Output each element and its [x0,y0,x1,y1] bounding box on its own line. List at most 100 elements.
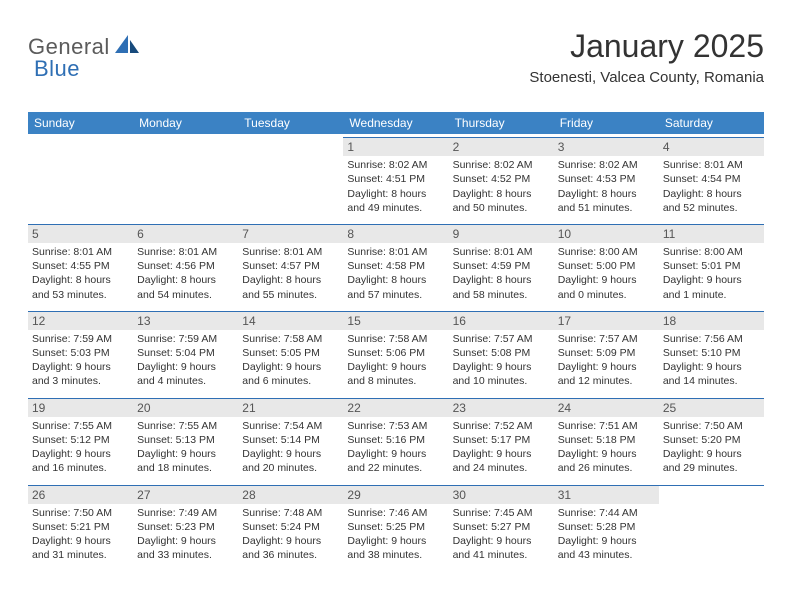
sunrise-line: Sunrise: 7:46 AM [347,506,444,520]
daylight-line: Daylight: 9 hours [32,447,129,461]
location: Stoenesti, Valcea County, Romania [529,69,764,86]
day-number: 25 [659,398,764,417]
day-cell: 15Sunrise: 7:58 AMSunset: 5:06 PMDayligh… [343,308,448,395]
sunrise-line: Sunrise: 8:01 AM [663,158,760,172]
day-cell: 24Sunrise: 7:51 AMSunset: 5:18 PMDayligh… [554,395,659,482]
daylight-line: and 50 minutes. [453,201,550,215]
sunset-line: Sunset: 5:10 PM [663,346,760,360]
week-row: 19Sunrise: 7:55 AMSunset: 5:12 PMDayligh… [28,395,764,482]
daylight-line: and 8 minutes. [347,374,444,388]
day-number: 18 [659,311,764,330]
daylight-line: Daylight: 9 hours [453,534,550,548]
day-number: 8 [343,224,448,243]
sunset-line: Sunset: 4:54 PM [663,172,760,186]
day-number [133,137,238,155]
day-number: 1 [343,137,448,156]
day-cell: 14Sunrise: 7:58 AMSunset: 5:05 PMDayligh… [238,308,343,395]
daylight-line: and 0 minutes. [558,288,655,302]
daylight-line: and 57 minutes. [347,288,444,302]
daylight-line: and 1 minute. [663,288,760,302]
day-cell: 22Sunrise: 7:53 AMSunset: 5:16 PMDayligh… [343,395,448,482]
day-cell: 12Sunrise: 7:59 AMSunset: 5:03 PMDayligh… [28,308,133,395]
day-number: 15 [343,311,448,330]
day-number: 31 [554,485,659,504]
sunset-line: Sunset: 4:57 PM [242,259,339,273]
daylight-line: Daylight: 9 hours [242,447,339,461]
sunrise-line: Sunrise: 7:54 AM [242,419,339,433]
day-cell [238,134,343,221]
day-cell: 19Sunrise: 7:55 AMSunset: 5:12 PMDayligh… [28,395,133,482]
sunrise-line: Sunrise: 7:45 AM [453,506,550,520]
daylight-line: Daylight: 9 hours [32,534,129,548]
day-cell: 10Sunrise: 8:00 AMSunset: 5:00 PMDayligh… [554,221,659,308]
daylight-line: Daylight: 9 hours [558,273,655,287]
sunrise-line: Sunrise: 7:48 AM [242,506,339,520]
sunrise-line: Sunrise: 8:00 AM [663,245,760,259]
day-number: 7 [238,224,343,243]
daylight-line: Daylight: 9 hours [663,273,760,287]
daylight-line: and 14 minutes. [663,374,760,388]
daylight-line: and 24 minutes. [453,461,550,475]
day-header-tuesday: Tuesday [238,112,343,134]
day-number [238,137,343,155]
daylight-line: Daylight: 9 hours [663,360,760,374]
month-title: January 2025 [529,28,764,65]
day-number: 12 [28,311,133,330]
day-number: 13 [133,311,238,330]
sunset-line: Sunset: 5:20 PM [663,433,760,447]
day-cell: 13Sunrise: 7:59 AMSunset: 5:04 PMDayligh… [133,308,238,395]
day-cell: 7Sunrise: 8:01 AMSunset: 4:57 PMDaylight… [238,221,343,308]
sunset-line: Sunset: 5:14 PM [242,433,339,447]
daylight-line: and 4 minutes. [137,374,234,388]
daylight-line: and 55 minutes. [242,288,339,302]
day-cell: 31Sunrise: 7:44 AMSunset: 5:28 PMDayligh… [554,482,659,569]
day-cell: 8Sunrise: 8:01 AMSunset: 4:58 PMDaylight… [343,221,448,308]
daylight-line: Daylight: 9 hours [32,360,129,374]
week-row: 1Sunrise: 8:02 AMSunset: 4:51 PMDaylight… [28,134,764,221]
day-number: 16 [449,311,554,330]
daylight-line: Daylight: 9 hours [453,447,550,461]
day-number: 10 [554,224,659,243]
daylight-line: Daylight: 9 hours [558,534,655,548]
daylight-line: Daylight: 9 hours [137,360,234,374]
sunset-line: Sunset: 5:25 PM [347,520,444,534]
calendar: Sunday Monday Tuesday Wednesday Thursday… [28,112,764,568]
day-number: 17 [554,311,659,330]
day-cell [133,134,238,221]
day-cell: 9Sunrise: 8:01 AMSunset: 4:59 PMDaylight… [449,221,554,308]
sunrise-line: Sunrise: 7:53 AM [347,419,444,433]
daylight-line: and 29 minutes. [663,461,760,475]
day-cell: 6Sunrise: 8:01 AMSunset: 4:56 PMDaylight… [133,221,238,308]
day-cell: 2Sunrise: 8:02 AMSunset: 4:52 PMDaylight… [449,134,554,221]
daylight-line: and 33 minutes. [137,548,234,562]
sunrise-line: Sunrise: 8:01 AM [453,245,550,259]
daylight-line: and 58 minutes. [453,288,550,302]
daylight-line: and 54 minutes. [137,288,234,302]
day-cell: 11 Sunrise: 8:00 AMSunset: 5:01 PMDayligh… [659,221,764,308]
sunset-line: Sunset: 5:08 PM [453,346,550,360]
day-cell: 25Sunrise: 7:50 AMSunset: 5:20 PMDayligh… [659,395,764,482]
day-number: 26 [28,485,133,504]
day-cell: 27Sunrise: 7:49 AMSunset: 5:23 PMDayligh… [133,482,238,569]
day-number [659,485,764,503]
day-header-wednesday: Wednesday [343,112,448,134]
daylight-line: and 20 minutes. [242,461,339,475]
sunset-line: Sunset: 5:27 PM [453,520,550,534]
day-number: 11 [659,224,764,243]
daylight-line: Daylight: 8 hours [453,187,550,201]
logo-text-blue: Blue [34,56,80,81]
sunset-line: Sunset: 5:01 PM [663,259,760,273]
day-number: 3 [554,137,659,156]
weeks-container: 1Sunrise: 8:02 AMSunset: 4:51 PMDaylight… [28,134,764,568]
day-number: 9 [449,224,554,243]
sunset-line: Sunset: 4:55 PM [32,259,129,273]
sunrise-line: Sunrise: 8:02 AM [558,158,655,172]
logo-blue-text-wrap: Blue [34,56,80,82]
sunset-line: Sunset: 5:12 PM [32,433,129,447]
sunrise-line: Sunrise: 8:01 AM [347,245,444,259]
sunrise-line: Sunrise: 7:49 AM [137,506,234,520]
daylight-line: and 6 minutes. [242,374,339,388]
daylight-line: and 16 minutes. [32,461,129,475]
daylight-line: and 51 minutes. [558,201,655,215]
daylight-line: and 49 minutes. [347,201,444,215]
